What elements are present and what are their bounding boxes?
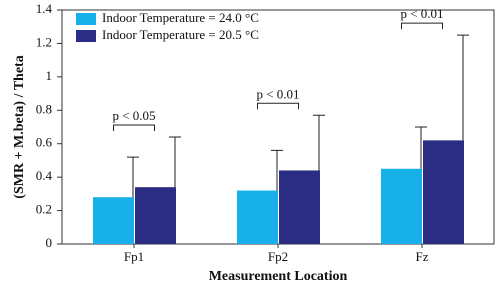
- legend-swatch: [76, 13, 96, 25]
- y-tick-label: 1.4: [36, 1, 53, 16]
- legend-label: Indoor Temperature = 20.5 °C: [102, 27, 259, 42]
- bar: [135, 187, 176, 244]
- legend-swatch: [76, 30, 96, 42]
- y-tick-label: 0.6: [36, 135, 53, 150]
- x-tick-label: Fz: [416, 249, 429, 264]
- bar: [237, 190, 278, 244]
- significance-label: p < 0.01: [256, 86, 299, 101]
- x-tick-label: Fp1: [124, 249, 144, 264]
- significance-label: p < 0.01: [400, 6, 443, 21]
- significance-label: p < 0.05: [112, 108, 155, 123]
- y-tick-label: 1: [46, 68, 53, 83]
- x-axis-title: Measurement Location: [209, 269, 348, 284]
- significance-bracket: [257, 102, 299, 110]
- bar: [423, 140, 464, 244]
- error-bar: [415, 126, 427, 169]
- bar: [381, 168, 422, 244]
- error-bar: [169, 136, 181, 188]
- legend-label: Indoor Temperature = 24.0 °C: [102, 10, 259, 25]
- y-tick-label: 0.4: [36, 168, 53, 183]
- error-bar: [457, 34, 469, 141]
- y-tick-label: 0.8: [36, 101, 52, 116]
- bar: [279, 170, 320, 244]
- x-tick-label: Fp2: [268, 249, 288, 264]
- significance-bracket: [113, 124, 155, 132]
- y-tick-label: 0.2: [36, 202, 52, 217]
- y-axis-title: (SMR + M.beta) / Theta: [12, 55, 27, 198]
- y-tick-label: 1.2: [36, 34, 52, 49]
- bar: [93, 197, 134, 244]
- error-bar: [313, 114, 325, 171]
- error-bar: [127, 156, 139, 198]
- y-tick-label: 0: [46, 235, 53, 250]
- error-bar: [271, 149, 283, 191]
- significance-bracket: [401, 22, 443, 30]
